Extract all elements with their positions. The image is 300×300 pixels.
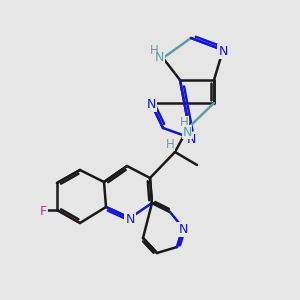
Text: N: N	[178, 223, 188, 236]
Text: F: F	[39, 205, 46, 218]
Text: N: N	[154, 51, 164, 64]
Text: N: N	[182, 125, 192, 139]
Text: N: N	[218, 45, 228, 58]
Text: N: N	[186, 133, 196, 146]
Text: N: N	[146, 98, 156, 111]
Text: H: H	[166, 137, 174, 151]
Text: N: N	[125, 213, 135, 226]
Text: H: H	[180, 116, 188, 130]
Text: H: H	[150, 44, 158, 56]
